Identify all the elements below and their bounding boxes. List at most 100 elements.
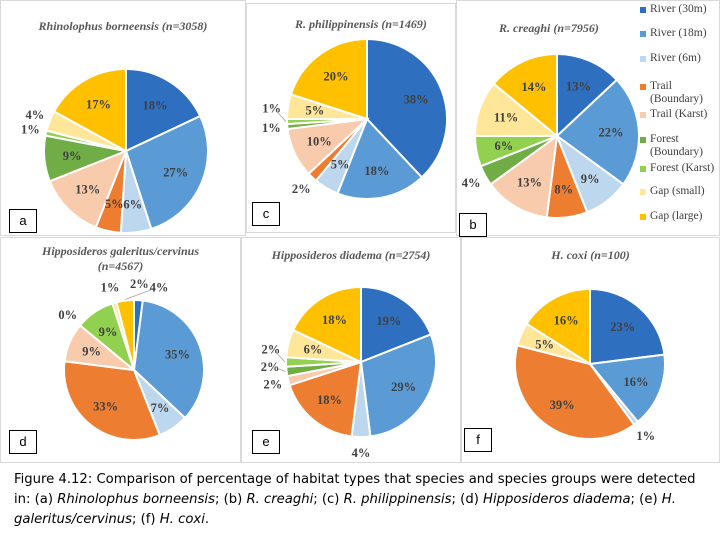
data-label: 1%: [636, 429, 655, 443]
legend-item: Trail (Karst): [640, 108, 707, 121]
leader-line: [124, 289, 151, 300]
data-label: 11%: [494, 111, 518, 125]
pie-slice: [360, 285, 433, 364]
legend-label: Forest (Karst): [650, 162, 715, 174]
caption-part: .: [204, 512, 210, 527]
data-label: 4%: [26, 108, 45, 122]
data-label: 9%: [63, 149, 82, 163]
pie-slice: [489, 133, 559, 219]
data-label: 1%: [21, 123, 40, 137]
pie-slice: [492, 52, 558, 139]
panel-letter: b: [459, 213, 487, 237]
pie-slice: [556, 52, 619, 139]
pie-slice: [63, 360, 162, 441]
pie-slice: [124, 114, 209, 231]
pie-panel-e: 19% 29% 18% 6% 18% 4% 2% 2% 2% Hipposideros diade…: [241, 237, 461, 463]
data-label: 18%: [142, 98, 167, 112]
data-label: 16%: [554, 314, 579, 328]
pie-slice: [336, 117, 424, 200]
data-label: 4%: [462, 176, 481, 190]
legend-swatch: [640, 137, 646, 143]
legend-item: River (30m): [640, 3, 707, 16]
legend-item: Trail (Boundary): [640, 80, 720, 106]
figure-caption: Figure 4.12: Comparison of percentage of…: [14, 470, 714, 530]
legend-swatch: [640, 189, 646, 195]
pie-slice: [525, 287, 591, 366]
caption-part: Figure 4.12: Comparison of percentage of…: [14, 472, 696, 507]
caption-part: R. creaghi: [246, 492, 314, 507]
pie-chart-d: 35% 7% 33% 9% 9% 2% 0% 1% 4%: [58, 277, 205, 441]
leader-line: [277, 353, 286, 363]
data-label: 8%: [554, 183, 573, 197]
pie-slice: [125, 67, 202, 153]
pie-chart-b: 13% 22% 9% 8% 13% 6% 11% 14% 4%: [462, 52, 640, 219]
panel-letter: c: [252, 202, 280, 226]
pie-slice: [291, 285, 362, 364]
data-label: 18%: [317, 393, 342, 407]
pie-slice: [52, 67, 127, 153]
pie-chart-a: 18% 27% 6%5% 13% 9% 17% 1%4%: [21, 67, 209, 234]
data-label: 16%: [624, 375, 649, 389]
data-label: 9%: [99, 325, 118, 339]
data-label: 2%: [263, 378, 282, 392]
panel-letter: f: [464, 428, 492, 452]
pie-slice: [366, 37, 448, 179]
data-label: 2%: [130, 277, 149, 291]
caption-part: Rhinolophus borneensis: [57, 492, 215, 507]
caption-part: ; (b): [214, 492, 247, 507]
pie-slice: [359, 333, 437, 438]
data-label: 19%: [376, 314, 401, 328]
legend-label: River (18m): [650, 27, 707, 39]
data-label: 17%: [86, 97, 111, 111]
panel-letter: a: [9, 209, 37, 233]
data-label: 18%: [322, 313, 347, 327]
pie-panel-b: 13% 22% 9% 8% 13% 6% 11% 14% 4% R. creaghi (n=795…: [456, 0, 720, 237]
caption-part: ; (d): [451, 492, 484, 507]
pie-chart-f: 23%16%39%5%16%1%: [514, 287, 666, 443]
legend-item: Forest (Karst): [640, 162, 714, 175]
pie-slice: [289, 37, 368, 121]
legend-label: River (6m): [650, 52, 701, 64]
legend-swatch: [640, 56, 646, 62]
pie-slice: [514, 344, 636, 440]
legend-swatch: [640, 31, 646, 37]
legend-item: Gap (large): [640, 210, 702, 223]
pie-slice: [589, 287, 666, 366]
data-label: 2%: [292, 182, 311, 196]
legend-item: River (18m): [640, 27, 707, 40]
chart-title: H. coxi (n=100): [551, 248, 630, 262]
chart-title: Hipposideros diadema (n=2754): [271, 248, 431, 262]
pie-slice: [588, 353, 666, 424]
caption-part: ; (e): [630, 492, 662, 507]
legend-swatch: [640, 84, 646, 90]
caption-part: Hipposideros diadema: [483, 492, 631, 507]
data-label: 22%: [599, 126, 624, 140]
caption-part: R. philippinensis: [343, 492, 452, 507]
legend-swatch: [640, 7, 646, 13]
legend-swatch: [640, 112, 646, 118]
pie-slice: [48, 149, 128, 229]
legend-label: Trail (Karst): [650, 108, 708, 120]
data-label: 13%: [75, 182, 100, 196]
pie-chart-c: 38% 18% 5% 10% 5% 20% 2% 1% 1%: [262, 37, 448, 200]
panel-letter: e: [252, 430, 280, 454]
pie-slice: [288, 360, 363, 438]
data-label: 39%: [550, 398, 575, 412]
data-label: 1%: [101, 280, 120, 294]
data-label: 6%: [123, 198, 142, 212]
data-label: 27%: [163, 165, 188, 179]
data-label: 5%: [535, 337, 554, 351]
pie-panel-a: 18% 27% 6% 5% 13% 9% 17% 1% 4% Rhinolophus bornee…: [0, 0, 246, 236]
data-label: 1%: [262, 121, 281, 135]
data-label: 1%: [262, 102, 281, 116]
chart-subtitle: (n=4567): [97, 259, 144, 273]
data-label: 35%: [165, 347, 190, 361]
legend-swatch: [640, 214, 646, 220]
data-label: 33%: [93, 400, 118, 414]
legend-label: River (30m): [650, 3, 707, 15]
caption-part: ; (c): [313, 492, 344, 507]
caption-part: ; (f): [132, 512, 160, 527]
legend-swatch: [640, 166, 646, 172]
data-label: 4%: [150, 281, 169, 295]
chart-title: R. philippinensis (n=1469): [295, 17, 427, 31]
